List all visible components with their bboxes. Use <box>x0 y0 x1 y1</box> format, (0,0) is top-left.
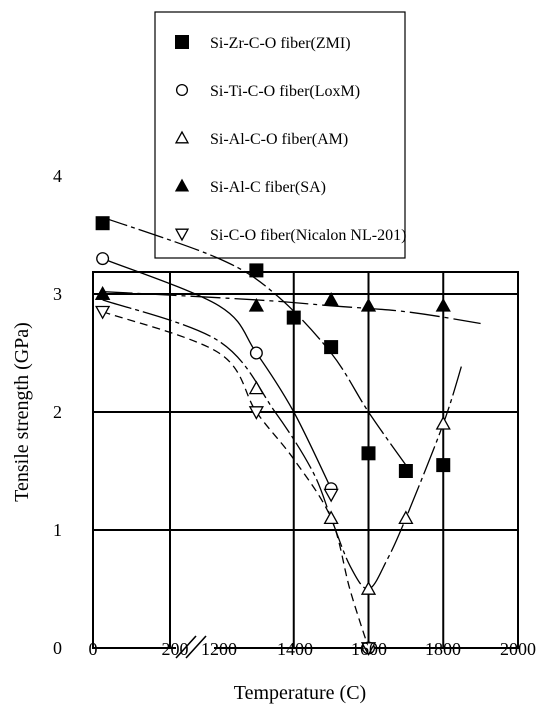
legend-label-open-circle: Si-Ti-C-O fiber(LoxM) <box>210 83 360 100</box>
data-point-open-triangle-down <box>323 488 339 503</box>
legend-marker-open-circle <box>175 83 189 97</box>
legend-marker-open-triangle-down <box>174 228 190 242</box>
legend-label-open-triangle-up: Si-Al-C-O fiber(AM) <box>210 131 348 148</box>
data-point-filled-triangle-up <box>95 286 111 300</box>
data-point-filled-square <box>324 340 339 355</box>
legend-label-filled-triangle-up: Si-Al-C fiber(SA) <box>210 179 326 196</box>
data-point-open-triangle-up <box>360 581 377 595</box>
y-tick-label-1: 1 <box>53 520 62 540</box>
legend-label-open-triangle-down: Si-C-O fiber(Nicalon NL-201) <box>210 227 406 244</box>
data-point-filled-square <box>361 446 376 461</box>
data-point-open-triangle-down <box>248 406 264 420</box>
series-curve-filled-triangle-up <box>102 290 481 325</box>
data-point-filled-square <box>286 310 301 325</box>
legend-marker-open-triangle-up <box>174 130 190 144</box>
legend-label-filled-square: Si-Zr-C-O fiber(ZMI) <box>210 35 351 52</box>
legend-marker-filled-square <box>175 35 189 49</box>
plot-frame <box>92 271 519 649</box>
plot-grid <box>92 271 519 662</box>
y-tick-label-0: 0 <box>53 638 62 658</box>
series-curve-open-triangle-up <box>102 299 463 590</box>
legend: Si-Zr-C-O fiber(ZMI) Si-Ti-C-O fiber(LoxM… <box>154 11 406 259</box>
series-curve-open-triangle-down <box>102 311 370 649</box>
axis-break-slash <box>175 635 197 659</box>
data-points <box>95 216 451 656</box>
data-point-open-triangle-down <box>95 305 111 320</box>
x-tick-label-1600: 1600 <box>351 639 387 659</box>
legend-box <box>154 11 406 259</box>
axis-break-slash <box>185 635 207 659</box>
data-point-open-circle <box>249 346 263 360</box>
data-point-filled-triangle-up <box>435 297 451 312</box>
data-point-filled-triangle-up <box>323 292 339 306</box>
x-axis-title: Temperature (C) <box>234 682 366 704</box>
data-point-open-triangle-up <box>398 510 414 525</box>
y-tick-label-4: 4 <box>53 166 62 186</box>
y-axis-title: Tensile strength (GPa) <box>11 322 33 502</box>
data-point-filled-square <box>249 263 264 278</box>
data-point-open-triangle-up <box>248 380 264 395</box>
y-tick-label-3: 3 <box>53 284 62 304</box>
data-point-open-triangle-down <box>360 642 377 656</box>
data-point-filled-square <box>436 458 451 473</box>
x-axis-break <box>175 634 214 662</box>
data-point-filled-square <box>95 216 110 231</box>
y-tick-label-2: 2 <box>53 402 62 422</box>
data-point-open-triangle-up <box>435 415 451 430</box>
x-tick-label-1400: 1400 <box>277 639 313 659</box>
axes: 0 200 1200 1400 1600 1800 2000 0 1 2 3 4… <box>11 166 536 704</box>
legend-marker-filled-triangle-up <box>174 178 190 192</box>
data-point-filled-square <box>398 464 413 478</box>
x-tick-label-200: 200 <box>162 639 189 659</box>
data-point-open-circle <box>96 252 110 266</box>
series-curve-filled-square <box>102 216 407 466</box>
x-tick-label-0: 0 <box>89 639 98 659</box>
data-point-open-triangle-up <box>323 510 339 525</box>
x-tick-label-1200: 1200 <box>201 639 237 659</box>
x-tick-label-2000: 2000 <box>500 639 536 659</box>
x-tick-label-1800: 1800 <box>425 639 461 659</box>
fit-curves <box>102 216 481 649</box>
data-point-filled-triangle-up <box>360 297 377 312</box>
data-point-filled-triangle-up <box>248 297 264 312</box>
